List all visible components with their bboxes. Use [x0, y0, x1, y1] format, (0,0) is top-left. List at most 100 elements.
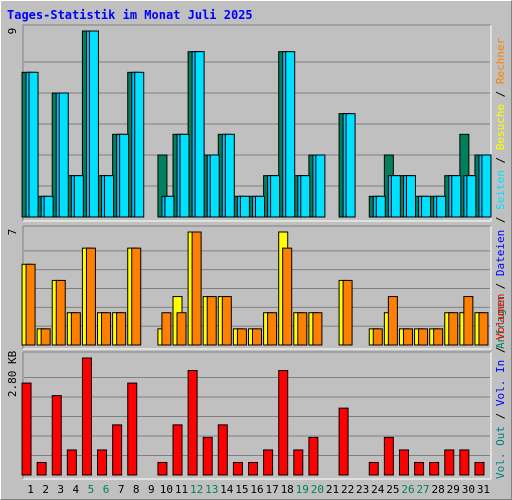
bar-seiten-day-29	[451, 175, 462, 218]
bar-rechner-day-8	[131, 247, 142, 346]
y-max-label: 7	[6, 229, 19, 236]
bar-seiten-day-13	[209, 154, 220, 218]
bar-volumen-day-20	[308, 436, 319, 476]
chart-title: Tages-Statistik im Monat Juli 2025	[7, 8, 253, 22]
bar-seiten-day-15	[239, 195, 250, 218]
bar-volumen-day-11	[172, 424, 183, 476]
x-tick-label-day-13: 13	[205, 483, 218, 496]
bar-volumen-day-13	[202, 436, 213, 476]
bar-seiten-day-3	[58, 92, 69, 218]
bar-rechner-day-13	[206, 296, 217, 346]
bar-seiten-day-26	[405, 175, 416, 218]
x-tick-label-day-8: 8	[133, 483, 140, 496]
bar-rechner-day-17	[267, 312, 278, 346]
bar-rechner-day-11	[176, 312, 187, 346]
bar-rechner-day-31	[478, 312, 489, 346]
x-tick-label-day-20: 20	[311, 483, 324, 496]
bar-volumen-day-19	[293, 449, 304, 476]
x-tick-label-day-21: 21	[326, 483, 339, 496]
panel-bottom-area	[23, 352, 491, 479]
x-tick-label-day-30: 30	[462, 483, 475, 496]
bar-seiten-day-27	[421, 195, 432, 218]
x-tick-label-day-19: 19	[296, 483, 309, 496]
legend-top-panels-entry: /	[494, 157, 507, 170]
bar-rechner-day-22	[342, 279, 353, 346]
legend-top-panels: Anfragen / Dateien / Seiten / Besuche / …	[494, 37, 507, 349]
x-tick-label-day-18: 18	[281, 483, 294, 496]
bar-volumen-day-27	[414, 461, 425, 476]
x-tick-label-day-22: 22	[341, 483, 354, 496]
bar-seiten-day-25	[390, 175, 401, 218]
bar-rechner-day-5	[85, 247, 96, 346]
bar-volumen-day-22	[338, 407, 349, 476]
bar-seiten-day-28	[436, 195, 447, 218]
bar-volumen-day-26	[398, 449, 409, 476]
x-tick-label-day-27: 27	[416, 483, 429, 496]
x-tick-label-day-29: 29	[447, 483, 460, 496]
bar-volumen-day-2	[36, 461, 47, 476]
bar-seiten-day-30	[466, 175, 477, 218]
bar-rechner-day-28	[433, 328, 444, 346]
bar-rechner-day-29	[448, 312, 459, 346]
bar-seiten-day-2	[43, 195, 54, 218]
x-tick-label-day-12: 12	[190, 483, 203, 496]
bar-volumen-day-25	[383, 436, 394, 476]
bar-seiten-day-20	[315, 154, 326, 218]
x-tick-label-day-11: 11	[175, 483, 188, 496]
bar-seiten-day-24	[375, 195, 386, 218]
x-tick-label-day-9: 9	[148, 483, 155, 496]
bar-volumen-day-3	[51, 395, 62, 476]
bar-volumen-day-5	[81, 357, 92, 476]
x-tick-label-day-17: 17	[265, 483, 278, 496]
bar-seiten-day-5	[88, 30, 99, 218]
legend-top-panels-entry: Besuche	[494, 104, 507, 157]
bar-rechner-day-20	[312, 312, 323, 346]
bar-volumen-day-24	[368, 461, 379, 476]
bar-volumen-day-15	[232, 461, 243, 476]
legend-top-panels-entry: Dateien	[494, 230, 507, 283]
bar-seiten-day-12	[194, 51, 205, 218]
legend-bottom-panel-entry: Volumen	[494, 294, 507, 347]
bar-volumen-day-16	[248, 461, 258, 476]
bar-volumen-day-4	[66, 449, 77, 476]
legend-top-panels-entry: /	[494, 91, 507, 104]
bar-rechner-day-14	[221, 296, 232, 346]
bar-volumen-day-7	[112, 424, 123, 476]
x-tick-label-day-31: 31	[477, 483, 490, 496]
bar-rechner-day-4	[70, 312, 81, 346]
legend-bottom-panel-entry: /	[494, 413, 507, 426]
x-tick-label-day-26: 26	[401, 483, 414, 496]
bar-rechner-day-7	[116, 312, 127, 346]
bar-seiten-day-19	[300, 175, 311, 218]
bar-rechner-day-6	[101, 312, 112, 346]
bar-volumen-day-1	[21, 382, 32, 476]
legend-bottom-panel: Vol. Out / Vol. In / Volumen	[494, 294, 507, 479]
bar-rechner-day-24	[372, 328, 383, 346]
y-max-label: 2.80 KB	[6, 350, 19, 397]
x-tick-label-day-6: 6	[103, 483, 110, 496]
bar-rechner-day-12	[191, 231, 202, 346]
x-tick-label-day-14: 14	[220, 483, 234, 496]
x-tick-label-day-25: 25	[386, 483, 399, 496]
bar-rechner-day-2	[40, 328, 51, 346]
bar-rechner-day-10	[161, 312, 172, 346]
bar-seiten-day-17	[270, 175, 281, 218]
legend-bottom-panel-entry: /	[494, 347, 507, 360]
bar-seiten-day-18	[285, 51, 296, 218]
x-tick-label-day-7: 7	[118, 483, 125, 496]
legend-top-panels-entry: /	[494, 217, 507, 230]
bar-rechner-day-18	[282, 247, 293, 346]
bar-volumen-day-29	[444, 449, 455, 476]
bar-seiten-day-8	[134, 71, 145, 218]
bar-rechner-day-15	[236, 328, 247, 346]
x-tick-label-day-3: 3	[57, 483, 64, 496]
bar-seiten-day-10	[164, 195, 175, 218]
bar-rechner-day-30	[463, 296, 474, 346]
bar-seiten-day-1	[28, 71, 39, 218]
bar-seiten-day-16	[255, 195, 265, 218]
bar-rechner-day-16	[252, 328, 262, 346]
legend-bottom-panel-entry: Vol. In	[494, 360, 507, 413]
x-tick-label-day-10: 10	[160, 483, 173, 496]
bar-seiten-day-7	[119, 133, 130, 218]
